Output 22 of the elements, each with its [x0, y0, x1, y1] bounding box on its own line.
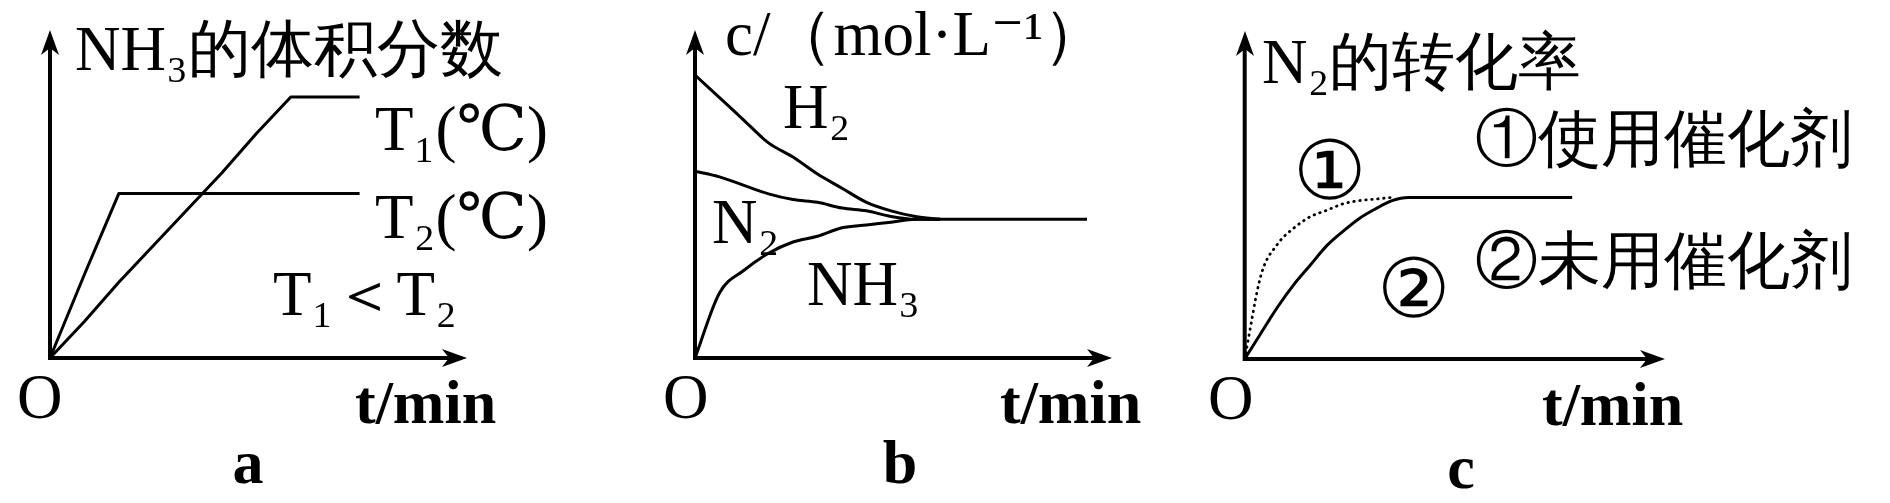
text: O [663, 362, 709, 432]
legend-label: ① [1293, 126, 1367, 217]
y-axis-title: NH₃的体积分数 [75, 14, 503, 84]
text: ①使用催化剂 [1475, 104, 1853, 174]
text: c [1447, 433, 1475, 501]
series-label: NH₃ [807, 249, 920, 319]
text: a [232, 428, 264, 496]
text: O [1208, 363, 1254, 433]
annotation: T₁＜T₂ [273, 259, 457, 329]
y-axis-title: c/（mol·L⁻¹） [725, 0, 1107, 69]
x-axis-title: t/min [1542, 370, 1684, 438]
series-label: ② [1377, 244, 1451, 335]
series-label: H₂ [783, 72, 851, 142]
text: b [882, 428, 918, 496]
series-label: T₂(℃) [375, 182, 548, 252]
series-label: T₁(℃) [375, 94, 548, 164]
y-axis-title: N₂的转化率 [1262, 27, 1582, 97]
series-label: N₂ [712, 187, 780, 257]
annotation: ②未用催化剂 [1475, 226, 1853, 296]
text: O [17, 362, 63, 432]
x-axis-title: t/min [355, 368, 497, 436]
x-axis-title: t/min [1000, 368, 1142, 436]
